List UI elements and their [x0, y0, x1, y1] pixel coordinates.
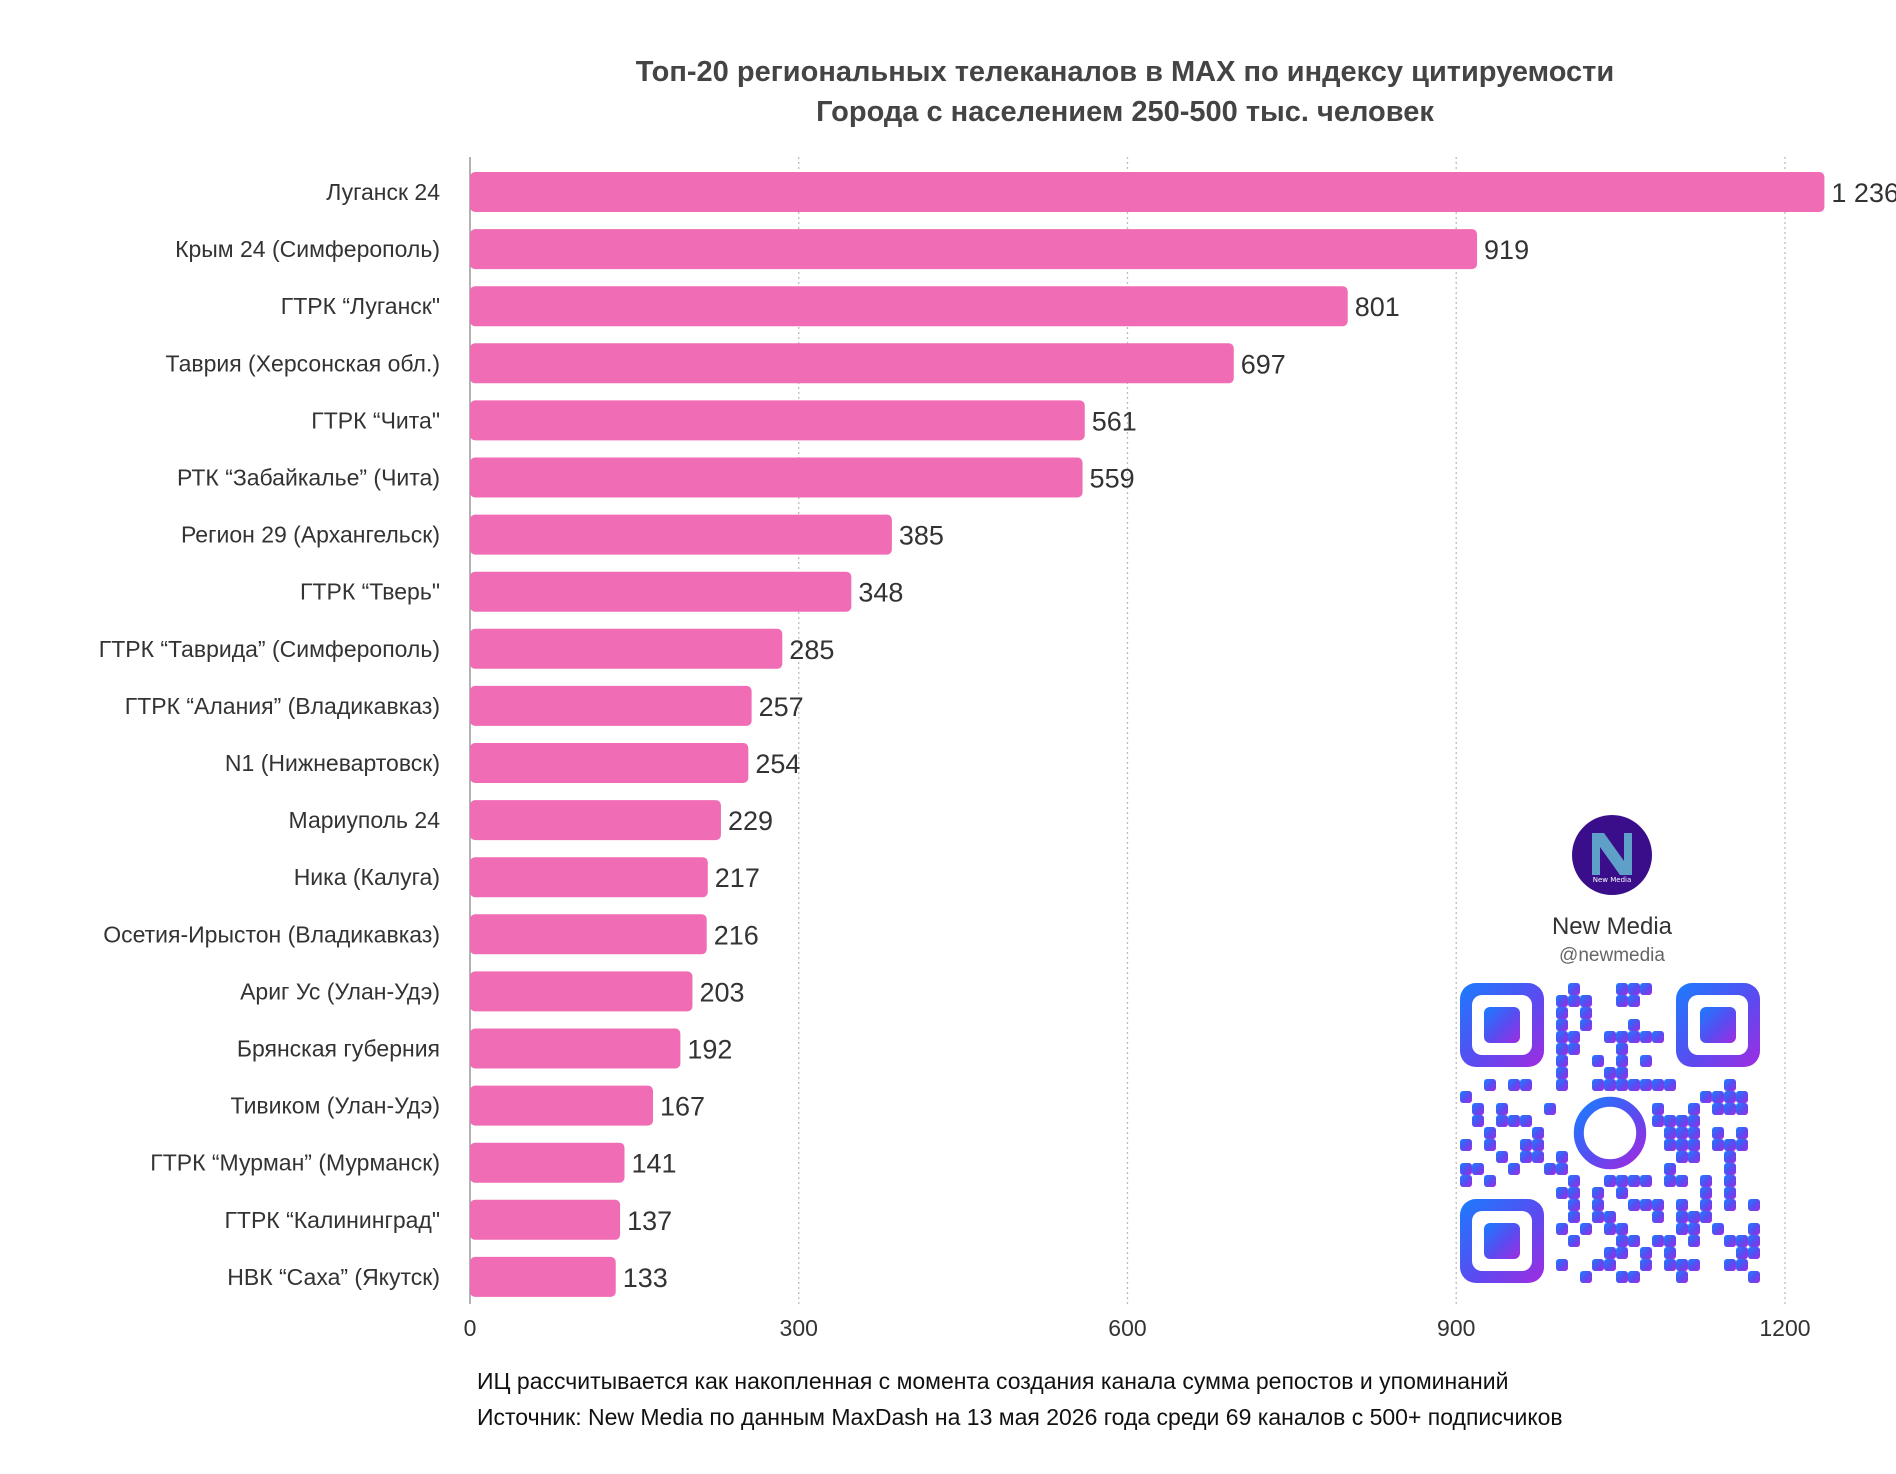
category-label: Брянская губерния	[237, 1036, 440, 1062]
bar	[470, 1028, 681, 1069]
bar	[470, 571, 852, 612]
chart-subtitle: Города с населением 250-500 тыс. человек	[816, 96, 1434, 128]
bar	[470, 343, 1234, 384]
category-label: ГТРК “Тверь"	[300, 579, 440, 605]
category-label: ГТРК “Чита"	[311, 407, 440, 433]
bar	[470, 685, 752, 726]
value-label: 385	[899, 521, 944, 551]
category-label: ГТРК “Луганск"	[281, 293, 440, 319]
category-label: ГТРК “Калининград"	[224, 1207, 440, 1233]
value-label: 217	[715, 863, 760, 893]
category-label: ГТРК “Алания” (Владикавказ)	[125, 693, 440, 719]
bar	[470, 857, 708, 898]
bar	[470, 800, 721, 841]
value-label: 141	[632, 1149, 677, 1179]
value-label: 167	[660, 1092, 705, 1122]
brand-handle: @newmedia	[1559, 945, 1665, 966]
bar	[470, 1199, 621, 1240]
category-label: РТК “Забайкалье” (Чита)	[177, 465, 440, 491]
x-tick-label: 0	[464, 1315, 477, 1340]
value-label: 254	[755, 749, 800, 779]
bar	[470, 229, 1478, 270]
footnote-source: Источник: New Media по данным MaxDash на…	[477, 1404, 1563, 1430]
category-label: Ника (Калуга)	[294, 864, 440, 890]
x-tick-label: 300	[780, 1315, 818, 1340]
qr-code-icon[interactable]	[1460, 983, 1760, 1283]
category-label: Мариуполь 24	[289, 807, 441, 833]
value-label: 348	[858, 578, 903, 608]
bar	[470, 457, 1083, 498]
value-label: 216	[714, 920, 759, 950]
category-label: ГТРК “Мурман” (Мурманск)	[150, 1150, 440, 1176]
value-label: 697	[1241, 349, 1286, 379]
value-label: 229	[728, 806, 773, 836]
value-label: 559	[1090, 464, 1135, 494]
bar	[470, 1142, 625, 1183]
bar	[470, 971, 693, 1012]
bar	[470, 1085, 653, 1126]
bar	[470, 514, 892, 555]
value-label: 919	[1484, 235, 1529, 265]
bar	[470, 628, 783, 669]
x-tick-label: 900	[1437, 1315, 1475, 1340]
category-label: Таврия (Херсонская обл.)	[166, 350, 440, 376]
brand-name: New Media	[1551, 913, 1673, 940]
bar	[470, 400, 1085, 441]
category-label: N1 (Нижневартовск)	[225, 750, 440, 776]
category-label: Регион 29 (Архангельск)	[181, 522, 440, 548]
category-label: ГТРК “Таврида” (Симферополь)	[99, 636, 440, 662]
bar	[470, 1256, 616, 1297]
category-label: Ариг Ус (Улан-Удэ)	[240, 978, 440, 1004]
value-label: 203	[699, 977, 744, 1007]
chart-title: Топ-20 региональных телеканалов в MAX по…	[635, 56, 1615, 88]
value-label: 137	[627, 1206, 672, 1236]
category-label: Осетия-Ирыстон (Владикавказ)	[103, 921, 440, 947]
x-tick-label: 1200	[1759, 1315, 1810, 1340]
value-label: 192	[687, 1035, 732, 1065]
bar	[470, 286, 1348, 327]
x-tick-label: 600	[1108, 1315, 1146, 1340]
value-label: 133	[623, 1263, 668, 1293]
category-label: НВК “Саха” (Якутск)	[227, 1264, 440, 1290]
bar	[470, 914, 707, 955]
value-label: 561	[1092, 406, 1137, 436]
category-label: Луганск 24	[326, 179, 440, 205]
value-label: 257	[759, 692, 804, 722]
category-label: Тивиком (Улан-Удэ)	[231, 1093, 440, 1119]
value-label: 1 236	[1831, 178, 1896, 208]
footnote-method: ИЦ рассчитывается как накопленная с моме…	[477, 1368, 1509, 1394]
category-label: Крым 24 (Симферополь)	[175, 236, 440, 262]
bar	[470, 743, 749, 783]
bar-chart: 0 300 600 900 1200 Луганск 24 1 236 Крым 24 (Си…	[99, 157, 1896, 1340]
value-label: 801	[1355, 292, 1400, 322]
value-label: 285	[789, 635, 834, 665]
logo-text: New Media	[1593, 876, 1632, 884]
bar	[470, 172, 1825, 212]
new-media-logo-icon: New Media	[1572, 815, 1652, 895]
